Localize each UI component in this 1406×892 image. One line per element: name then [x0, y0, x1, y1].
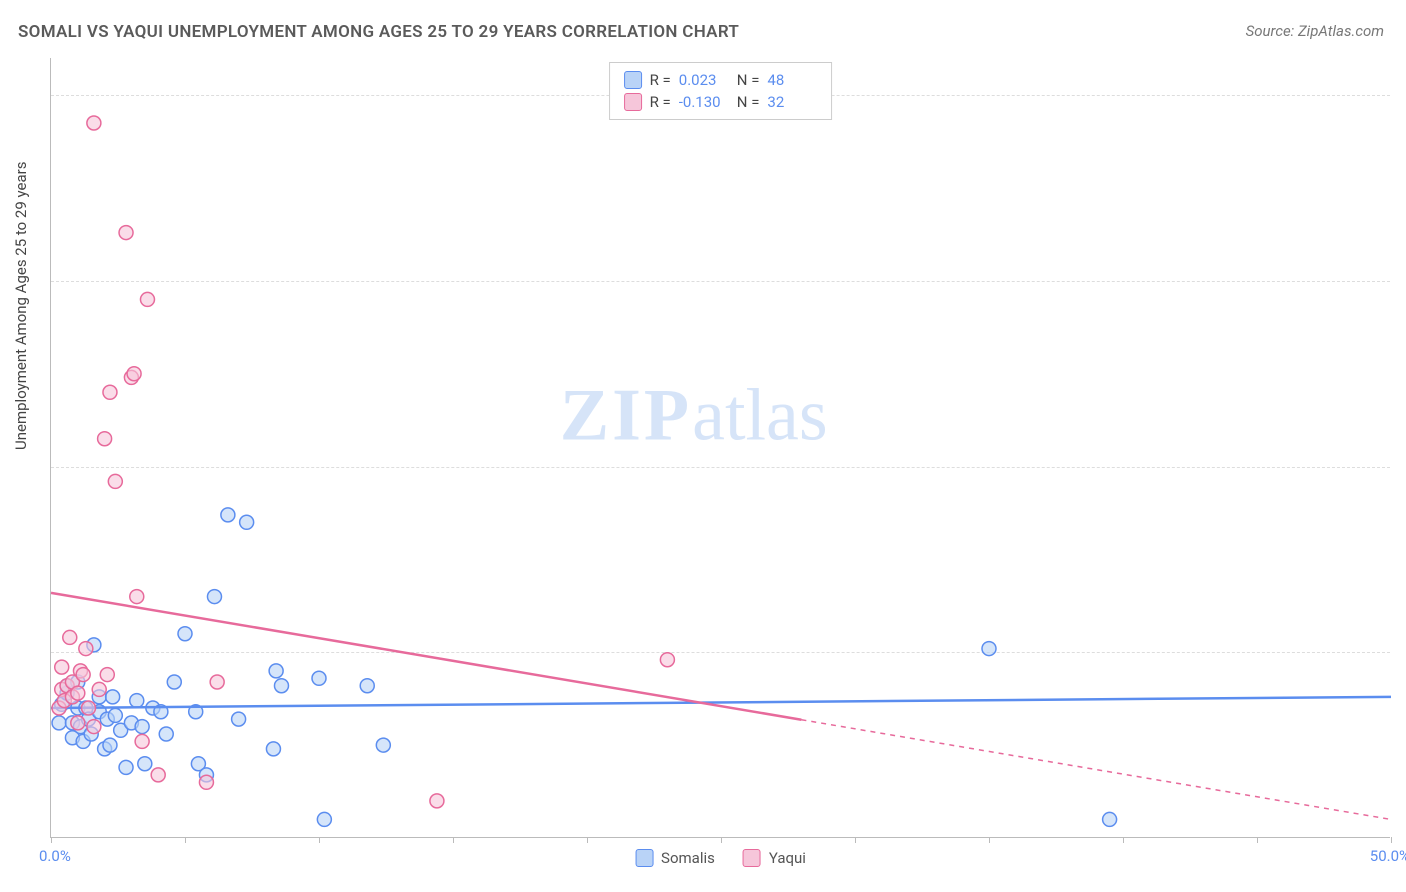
data-point — [138, 757, 152, 771]
data-point — [269, 664, 283, 678]
x-tick — [453, 837, 454, 843]
legend-label: Yaqui — [769, 849, 806, 867]
data-point — [360, 679, 374, 693]
x-tick — [1257, 837, 1258, 843]
data-point — [103, 738, 117, 752]
source-attribution: Source: ZipAtlas.com — [1246, 22, 1384, 40]
data-point — [119, 760, 133, 774]
data-point — [1103, 812, 1117, 826]
data-point — [52, 716, 66, 730]
source-value: ZipAtlas.com — [1298, 22, 1384, 40]
x-tick — [721, 837, 722, 843]
legend-item: Somalis — [635, 849, 715, 867]
stats-row: R = -0.130 N = 32 — [624, 91, 818, 113]
data-point — [140, 292, 154, 306]
correlation-stats-box: R = 0.023 N = 48 R = -0.130 N = 32 — [609, 62, 833, 120]
data-point — [71, 716, 85, 730]
stats-r-value: -0.130 — [679, 93, 729, 111]
data-point — [119, 226, 133, 240]
stats-row: R = 0.023 N = 48 — [624, 69, 818, 91]
x-tick — [1123, 837, 1124, 843]
data-point — [430, 794, 444, 808]
data-point — [178, 627, 192, 641]
stats-n-label: N = — [737, 93, 760, 111]
stats-r-label: R = — [650, 71, 671, 89]
data-point — [660, 653, 674, 667]
data-point — [207, 590, 221, 604]
data-point — [87, 720, 101, 734]
data-point — [63, 630, 77, 644]
scatter-plot-svg — [51, 58, 1390, 837]
data-point — [376, 738, 390, 752]
stats-r-value: 0.023 — [679, 71, 729, 89]
data-point — [130, 590, 144, 604]
data-point — [55, 660, 69, 674]
data-point — [103, 385, 117, 399]
data-point — [982, 642, 996, 656]
trend-line — [51, 593, 801, 720]
data-point — [135, 720, 149, 734]
data-point — [159, 727, 173, 741]
x-tick — [989, 837, 990, 843]
data-point — [210, 675, 224, 689]
data-point — [127, 367, 141, 381]
data-point — [151, 768, 165, 782]
chart-title: SOMALI VS YAQUI UNEMPLOYMENT AMONG AGES … — [18, 22, 739, 42]
data-point — [312, 671, 326, 685]
legend-swatch — [635, 849, 653, 867]
data-point — [82, 701, 96, 715]
x-axis-max-label: 50.0% — [1370, 847, 1406, 865]
data-point — [108, 474, 122, 488]
x-tick — [587, 837, 588, 843]
data-point — [317, 812, 331, 826]
stats-n-label: N = — [737, 71, 760, 89]
data-point — [76, 668, 90, 682]
x-tick — [185, 837, 186, 843]
data-point — [100, 668, 114, 682]
stats-swatch — [624, 93, 642, 111]
y-axis-label: Unemployment Among Ages 25 to 29 years — [12, 162, 30, 450]
data-point — [266, 742, 280, 756]
data-point — [79, 642, 93, 656]
data-point — [108, 708, 122, 722]
data-point — [71, 686, 85, 700]
legend-label: Somalis — [661, 849, 715, 867]
legend: Somalis Yaqui — [635, 849, 806, 867]
chart-area: ZIPatlas 10.0%20.0%30.0%40.0% R =0.023N … — [50, 58, 1390, 838]
x-tick — [319, 837, 320, 843]
x-axis-origin-label: 0.0% — [39, 847, 71, 865]
stats-n-value: 48 — [767, 71, 817, 89]
legend-swatch — [743, 849, 761, 867]
data-point — [167, 675, 181, 689]
data-point — [92, 682, 106, 696]
x-tick — [855, 837, 856, 843]
stats-r-label: R = — [650, 93, 671, 111]
data-point — [274, 679, 288, 693]
x-tick — [51, 837, 52, 843]
legend-item: Yaqui — [743, 849, 806, 867]
x-tick — [1391, 837, 1392, 843]
data-point — [87, 116, 101, 130]
source-label: Source: — [1246, 22, 1295, 40]
data-point — [232, 712, 246, 726]
data-point — [106, 690, 120, 704]
data-point — [135, 734, 149, 748]
data-point — [240, 515, 254, 529]
stats-swatch — [624, 71, 642, 89]
data-point — [199, 775, 213, 789]
data-point — [221, 508, 235, 522]
data-point — [98, 432, 112, 446]
stats-n-value: 32 — [767, 93, 817, 111]
trend-line-extrapolated — [801, 720, 1391, 820]
data-point — [130, 694, 144, 708]
